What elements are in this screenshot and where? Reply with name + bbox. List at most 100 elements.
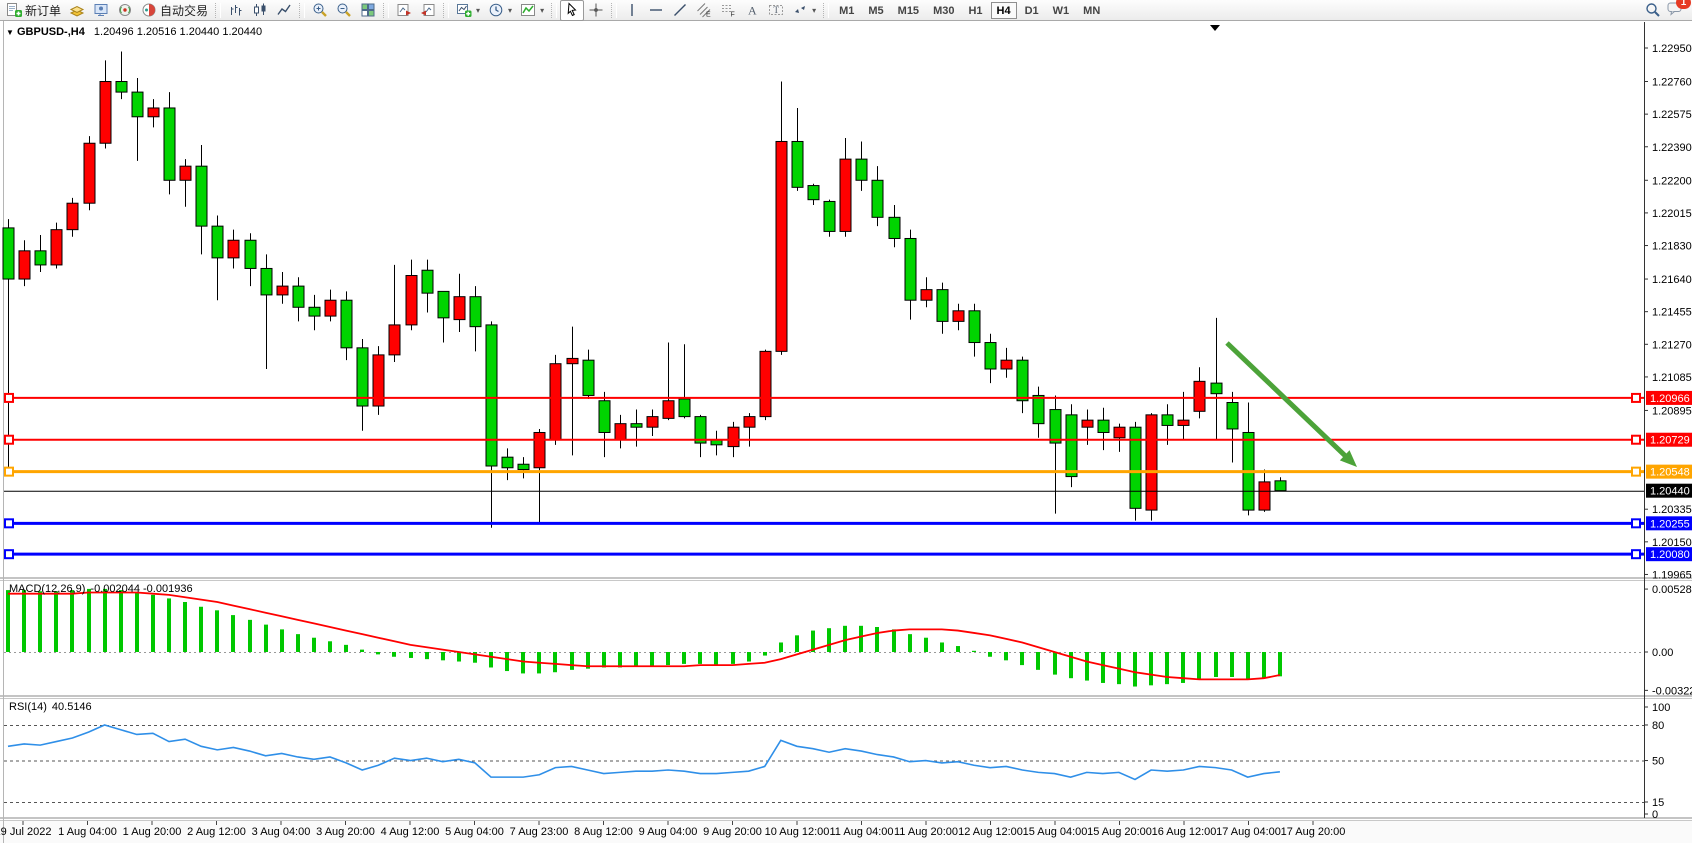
- candle-body: [99, 81, 112, 144]
- fibonacci-tool-button[interactable]: F: [716, 0, 740, 21]
- timeframe-H1[interactable]: H1: [962, 2, 988, 19]
- period-button[interactable]: ▾: [484, 0, 516, 21]
- timeframe-M30[interactable]: M30: [927, 2, 960, 19]
- horizontal-line-tool-button[interactable]: [644, 0, 668, 21]
- macd-histogram-bar: [988, 652, 992, 657]
- candle-body: [517, 463, 530, 471]
- timeframe-M5[interactable]: M5: [862, 2, 889, 19]
- time-axis-label: 17 Aug 20:00: [1281, 826, 1346, 838]
- line-handle[interactable]: [4, 518, 14, 529]
- cursor-tool-button[interactable]: [560, 0, 585, 21]
- macd-histogram-bar: [505, 652, 509, 672]
- equidistant-channel-tool-button[interactable]: E: [692, 0, 716, 21]
- arrows-tool-button[interactable]: ▾: [788, 0, 820, 21]
- candle-body: [871, 179, 884, 218]
- zoom-in-button[interactable]: [308, 0, 332, 21]
- candle-body: [292, 285, 305, 308]
- trend-arrow-head[interactable]: [1339, 450, 1357, 467]
- new-order-label: 新订单: [25, 3, 62, 18]
- crosshair-icon: [589, 3, 603, 17]
- macd-histogram-bar: [1133, 652, 1137, 687]
- price-axis-label: 1.21640: [1652, 274, 1692, 286]
- scroll-to-end-icon[interactable]: [1210, 25, 1220, 31]
- price-line-badge-label: 1.20966: [1650, 393, 1690, 405]
- crosshair-tool-button[interactable]: [584, 0, 608, 21]
- macd-histogram-bar: [795, 635, 799, 652]
- candle-body: [1097, 419, 1110, 433]
- macd-histogram-bar: [135, 592, 139, 652]
- line-handle[interactable]: [4, 466, 14, 477]
- new-chart-button[interactable]: ▾: [452, 0, 484, 21]
- toolbar-grip: [443, 2, 450, 18]
- auto-trading-button[interactable]: 自动交易: [137, 0, 212, 21]
- macd-histogram-bar: [183, 601, 187, 652]
- candle-body: [340, 299, 353, 349]
- price-line-badge: [1646, 390, 1692, 405]
- macd-histogram-bar: [602, 652, 606, 668]
- macd-histogram-bar: [892, 629, 896, 652]
- candle-body: [66, 202, 79, 231]
- text-tool-button[interactable]: A: [740, 0, 764, 21]
- macd-histogram-bar: [328, 641, 332, 652]
- bar-chart-button[interactable]: [224, 0, 248, 21]
- macd-histogram-bar: [1101, 652, 1105, 683]
- new-order-icon: [7, 3, 22, 17]
- line-chart-button[interactable]: [272, 0, 296, 21]
- macd-histogram-bar: [618, 652, 622, 668]
- price-axis-label: 1.20895: [1652, 405, 1692, 417]
- price-axis-area[interactable]: [1645, 22, 1692, 818]
- line-handle[interactable]: [1631, 549, 1641, 560]
- chat-button[interactable]: 1: [1667, 0, 1691, 21]
- timeframe-D1[interactable]: D1: [1019, 2, 1045, 19]
- candle-body: [485, 324, 498, 467]
- candle-body: [743, 416, 756, 428]
- macd-histogram-bar: [119, 590, 123, 652]
- trend-arrow-annotation[interactable]: [1225, 341, 1350, 460]
- candle-body: [1258, 481, 1271, 511]
- new-order-button[interactable]: 新订单: [2, 0, 65, 21]
- candle-body: [211, 225, 224, 259]
- vertical-line-tool-button[interactable]: [620, 0, 644, 21]
- indicators-button[interactable]: ▾: [516, 0, 548, 21]
- macd-histogram-bar: [972, 650, 976, 652]
- line-handle[interactable]: [4, 434, 14, 445]
- line-handle[interactable]: [4, 549, 14, 560]
- macd-histogram-bar: [54, 591, 58, 652]
- line-handle[interactable]: [1631, 392, 1641, 403]
- chart-plot-area[interactable]: [4, 22, 1644, 578]
- macd-histogram-bar: [811, 630, 815, 652]
- zoom-out-button[interactable]: [332, 0, 356, 21]
- signal-button[interactable]: [113, 0, 137, 21]
- candle-body: [952, 310, 965, 322]
- layers-button[interactable]: [65, 0, 89, 21]
- time-axis-area[interactable]: [0, 821, 1692, 843]
- macd-histogram-bar: [1197, 652, 1201, 680]
- line-handle[interactable]: [1631, 434, 1641, 445]
- profile-back-button[interactable]: [392, 0, 416, 21]
- profile-next-button[interactable]: [416, 0, 440, 21]
- timeframe-toolbar: M1 M5 M15 M30 H1 H4 D1 W1 MN: [832, 1, 1107, 20]
- tile-windows-icon: [361, 3, 375, 17]
- trendline-tool-button[interactable]: [668, 0, 692, 21]
- candle-body: [1145, 414, 1158, 511]
- text-label-tool-button[interactable]: T: [764, 0, 788, 21]
- tile-windows-button[interactable]: [356, 0, 380, 21]
- candle-body: [582, 359, 595, 396]
- line-handle[interactable]: [1631, 518, 1641, 529]
- line-handle[interactable]: [4, 392, 14, 403]
- indicators-template-icon: [521, 4, 536, 16]
- candle-body: [1065, 414, 1078, 478]
- timeframe-M15[interactable]: M15: [892, 2, 925, 19]
- candle-body: [533, 431, 546, 469]
- timeframe-M1[interactable]: M1: [833, 2, 860, 19]
- candlestick-chart-button[interactable]: [248, 0, 272, 21]
- price-axis-label: 1.19965: [1652, 569, 1692, 581]
- timeframe-H4[interactable]: H4: [990, 2, 1017, 20]
- search-icon[interactable]: [1645, 2, 1661, 18]
- timeframe-W1[interactable]: W1: [1047, 2, 1076, 19]
- line-handle[interactable]: [1631, 466, 1641, 477]
- metaeditor-button[interactable]: [89, 0, 113, 21]
- timeframe-MN[interactable]: MN: [1077, 2, 1106, 19]
- candle-body: [276, 285, 289, 296]
